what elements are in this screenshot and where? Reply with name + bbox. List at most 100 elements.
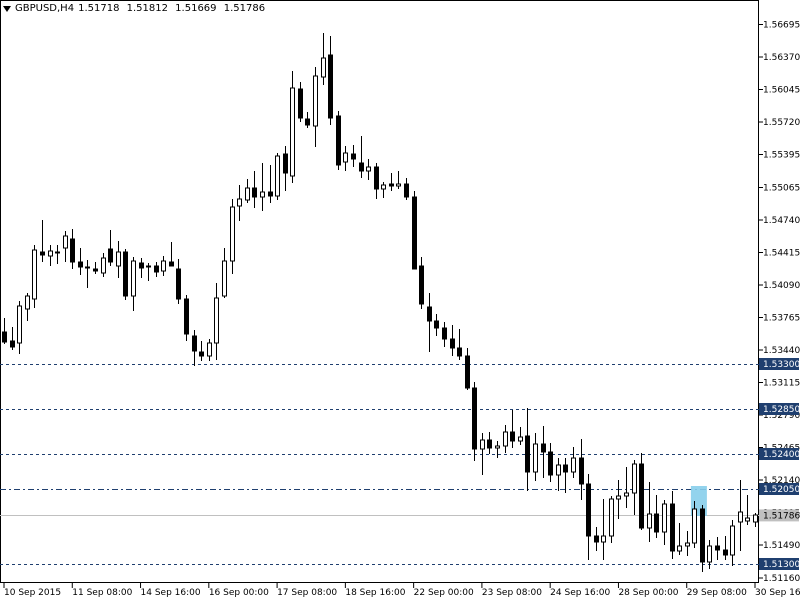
- candle-body: [533, 443, 538, 473]
- candle: [381, 182, 386, 198]
- candle-body: [10, 340, 15, 348]
- candle: [48, 245, 53, 266]
- candle: [472, 382, 477, 461]
- candle-body: [563, 464, 568, 473]
- candle-body: [457, 347, 462, 357]
- candle: [336, 111, 341, 170]
- candle: [184, 295, 189, 341]
- candle-body: [556, 464, 561, 476]
- candle-body: [442, 327, 447, 340]
- candle-body: [351, 153, 356, 160]
- candle: [457, 329, 462, 360]
- candle-body: [601, 535, 606, 543]
- candle-body: [305, 118, 310, 126]
- candle-body: [374, 166, 379, 190]
- candle: [85, 260, 90, 288]
- candle: [78, 248, 83, 275]
- y-tick-label: 1.51160: [763, 574, 800, 584]
- candle-body: [275, 155, 280, 197]
- y-tick-label: 1.51490: [763, 541, 800, 551]
- candle-body: [616, 495, 621, 500]
- candle: [563, 458, 568, 493]
- candle-body: [321, 57, 326, 78]
- candle-body: [685, 542, 690, 547]
- symbol-label: GBPUSD,H4: [15, 3, 75, 14]
- y-tick-label: 1.56045: [763, 86, 800, 96]
- candle: [670, 491, 675, 559]
- y-tick-label: 1.52140: [763, 476, 800, 486]
- candle: [252, 171, 257, 208]
- candle-body: [495, 445, 500, 449]
- x-tick-label: 14 Sep 16:00: [141, 588, 201, 598]
- candle: [237, 185, 242, 221]
- candle-body: [283, 153, 288, 174]
- level-label: 1.52850: [763, 405, 800, 415]
- candle-body: [541, 443, 546, 453]
- dropdown-triangle-icon[interactable]: [3, 5, 11, 12]
- candle-body: [154, 265, 159, 273]
- candle: [389, 173, 394, 191]
- x-tick-label: 22 Sep 00:00: [414, 588, 474, 598]
- candle-body: [237, 198, 242, 207]
- level-label: 1.52400: [763, 450, 800, 460]
- candle: [366, 159, 371, 180]
- candle: [283, 146, 288, 191]
- candle: [412, 191, 417, 270]
- candle: [351, 145, 356, 167]
- candle-body: [662, 503, 667, 533]
- horizontal-levels: [0, 364, 759, 565]
- candle-body: [738, 511, 743, 523]
- candle: [685, 531, 690, 556]
- candle-body: [381, 184, 386, 190]
- candle-body: [571, 457, 576, 473]
- candle-body: [677, 545, 682, 552]
- candle-body: [93, 268, 98, 272]
- candle-body: [268, 191, 273, 197]
- open-value: 1.51718: [78, 3, 120, 14]
- candle: [161, 256, 166, 276]
- chart-header: GBPUSD,H4 1.51718 1.51812 1.51669 1.5178…: [3, 3, 269, 14]
- candle-body: [632, 463, 637, 494]
- candle: [199, 341, 204, 361]
- candle: [343, 146, 348, 171]
- candle: [601, 499, 606, 560]
- candle: [63, 231, 68, 262]
- candle: [579, 439, 584, 500]
- x-tick-label: 28 Sep 00:00: [618, 588, 678, 598]
- candle-body: [753, 514, 758, 523]
- y-tick-label: 1.53115: [763, 379, 800, 389]
- candle-body: [366, 166, 371, 172]
- candle-body: [55, 251, 60, 254]
- candle-body: [252, 187, 257, 198]
- level-label: 1.52050: [763, 485, 800, 495]
- candle: [715, 537, 720, 560]
- candle-body: [359, 162, 364, 172]
- candle-body: [146, 265, 151, 268]
- candle: [268, 165, 273, 203]
- candle-body: [609, 498, 614, 537]
- candle: [662, 500, 667, 545]
- x-tick-label: 10 Sep 2015: [4, 588, 61, 598]
- candle: [541, 426, 546, 478]
- current-price-label: 1.51786: [763, 511, 800, 521]
- candle-body: [192, 335, 197, 352]
- candle-body: [472, 387, 477, 450]
- candle-body: [639, 463, 644, 529]
- candle: [139, 258, 144, 278]
- y-tick-label: 1.52790: [763, 411, 800, 421]
- y-tick-label: 1.55720: [763, 118, 800, 128]
- candle-body: [336, 115, 341, 166]
- time-axis: 10 Sep 2015 11 Sep 08:00 14 Sep 16:00 16 Se…: [3, 583, 800, 598]
- candle: [609, 496, 614, 543]
- candle: [207, 339, 212, 361]
- candle: [298, 82, 303, 122]
- candle-body: [260, 191, 265, 198]
- candle-body: [700, 508, 705, 563]
- candle: [146, 263, 151, 281]
- candle: [503, 425, 508, 453]
- candle: [525, 408, 530, 491]
- candle: [548, 443, 553, 482]
- candle-body: [101, 257, 106, 274]
